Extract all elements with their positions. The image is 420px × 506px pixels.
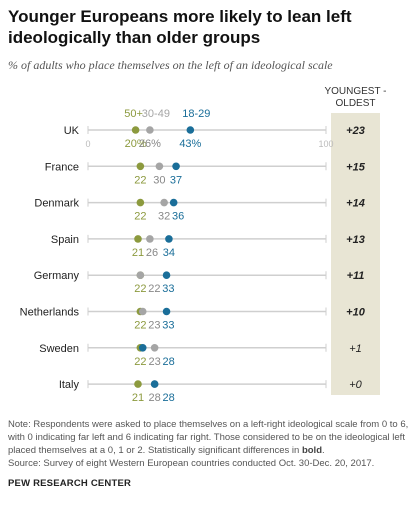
difference-value: +1 xyxy=(349,343,362,355)
dot-30-49 xyxy=(138,307,147,316)
country-label: UK xyxy=(64,125,80,137)
value-label-30-49: 32 xyxy=(158,211,170,223)
org-name: PEW RESEARCH CENTER xyxy=(8,478,132,489)
country-label: Netherlands xyxy=(20,307,80,319)
value-label-30-49: 30 xyxy=(153,174,165,186)
dot-18-29 xyxy=(165,235,173,243)
country-label: Italy xyxy=(59,379,80,391)
value-label-50-plus: 21 xyxy=(132,247,144,259)
value-label-50-plus: 22 xyxy=(134,283,146,295)
dot-18-29 xyxy=(162,271,171,280)
legend-label-18-29: 18-29 xyxy=(182,108,210,120)
value-label-30-49: 28 xyxy=(149,392,161,404)
dot-18-29 xyxy=(169,198,178,207)
value-label-50-plus: 20% xyxy=(125,138,147,150)
dot-50+ xyxy=(136,162,145,171)
difference-column-header-line1: YOUNGEST - xyxy=(324,86,386,97)
chart-subtitle: % of adults who place themselves on the … xyxy=(8,58,333,72)
difference-value: +0 xyxy=(349,379,362,391)
dot-30-49 xyxy=(160,198,168,207)
dot-18-29 xyxy=(172,162,180,171)
difference-column-background xyxy=(331,113,380,395)
difference-value: +13 xyxy=(346,234,365,246)
dot-50+ xyxy=(136,198,145,207)
value-label-18-29: 33 xyxy=(162,320,174,332)
country-label: Spain xyxy=(51,234,79,246)
dot-18-29 xyxy=(186,126,195,134)
note-bold-word: bold xyxy=(301,445,323,456)
dot-18-29 xyxy=(150,380,159,388)
dot-30-49 xyxy=(146,126,154,134)
value-label-30-49: 22 xyxy=(148,283,160,295)
dot-30-49 xyxy=(146,235,154,243)
difference-value: +15 xyxy=(346,161,366,173)
value-label-30-49: 23 xyxy=(148,320,160,332)
difference-value: +23 xyxy=(346,125,365,137)
note-end: . xyxy=(322,445,325,456)
axis-min-label: 0 xyxy=(85,139,90,149)
country-label: Sweden xyxy=(39,343,79,355)
dot-18-29 xyxy=(138,344,147,352)
value-label-50-plus: 21 xyxy=(132,392,144,404)
value-label-50-plus: 22 xyxy=(134,320,146,332)
axis-max-label: 100 xyxy=(318,139,333,149)
legend-label-50+: 50+ xyxy=(124,108,143,120)
value-label-18-29: 28 xyxy=(163,392,175,404)
value-label-18-29: 33 xyxy=(162,283,174,295)
note-text: Note: Respondents were asked to place th… xyxy=(8,419,409,456)
dot-30-49 xyxy=(150,344,159,352)
value-label-50-plus: 22 xyxy=(134,211,146,223)
value-label-18-29: 34 xyxy=(163,247,175,259)
dot-50+ xyxy=(131,126,140,134)
dot-50+ xyxy=(134,380,142,388)
value-label-30-49: 26 xyxy=(146,247,158,259)
difference-value: +14 xyxy=(346,198,365,210)
difference-column-header-line2: OLDEST xyxy=(335,98,375,109)
country-label: France xyxy=(45,161,79,173)
source-text: Source: Survey of eight Western European… xyxy=(8,458,375,469)
difference-value: +11 xyxy=(347,270,365,282)
chart-note: Note: Respondents were asked to place th… xyxy=(8,418,412,470)
chart-title: Younger Europeans more likely to lean le… xyxy=(8,7,352,47)
value-label-30-49: 26% xyxy=(139,138,161,150)
value-label-30-49: 23 xyxy=(149,356,161,368)
value-label-50-plus: 22 xyxy=(134,356,146,368)
difference-value: +10 xyxy=(346,307,366,319)
value-label-18-29: 36 xyxy=(172,211,184,223)
dot-30-49 xyxy=(155,162,164,171)
country-label: Germany xyxy=(34,270,80,282)
legend-label-30-49: 30-49 xyxy=(142,108,170,120)
value-label-50-plus: 22 xyxy=(134,174,146,186)
dot-30-49 xyxy=(136,271,145,280)
country-label: Denmark xyxy=(34,198,79,210)
value-label-18-29: 43% xyxy=(179,138,201,150)
dot-18-29 xyxy=(162,307,171,316)
value-label-18-29: 28 xyxy=(163,356,175,368)
value-label-18-29: 37 xyxy=(170,174,182,186)
dot-50+ xyxy=(134,235,142,243)
